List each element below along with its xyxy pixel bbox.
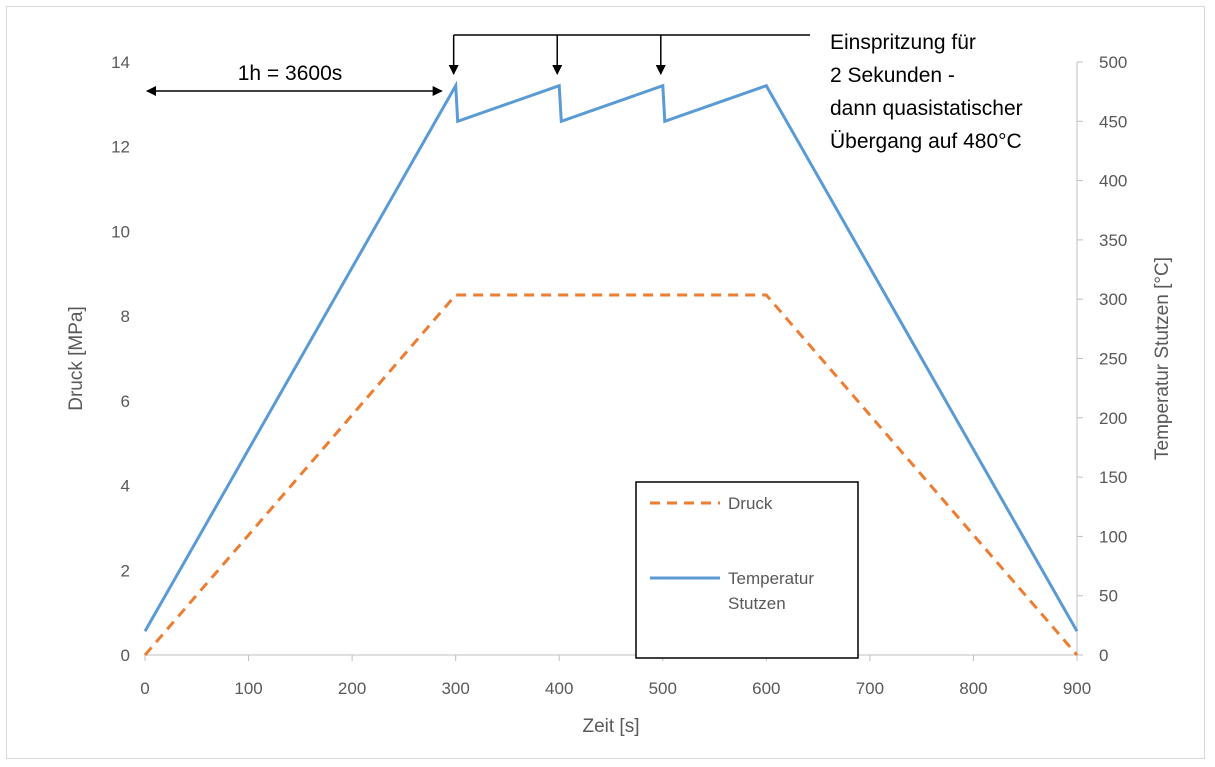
injection-label-line2: 2 Sekunden - bbox=[830, 64, 955, 87]
y2-tick-label: 50 bbox=[1099, 587, 1118, 606]
y-tick-label: 0 bbox=[121, 646, 130, 665]
y-tick-label: 14 bbox=[111, 53, 130, 72]
y2-tick-label: 450 bbox=[1099, 112, 1127, 131]
x-tick-label: 600 bbox=[752, 679, 780, 698]
x-axis-title: Zeit [s] bbox=[582, 716, 639, 737]
y-tick-label: 8 bbox=[121, 307, 130, 326]
x-tick-label: 900 bbox=[1063, 679, 1091, 698]
legend-druck-label: Druck bbox=[728, 494, 773, 513]
y2-tick-label: 500 bbox=[1099, 53, 1127, 72]
x-ticks: 0 100 200 300 400 500 600 700 800 900 bbox=[140, 655, 1091, 698]
y-tick-label: 10 bbox=[111, 222, 130, 241]
x-tick-label: 100 bbox=[234, 679, 262, 698]
x-tick-label: 300 bbox=[441, 679, 469, 698]
legend-temp-label-line2: Stutzen bbox=[728, 594, 786, 613]
y2-tick-label: 100 bbox=[1099, 527, 1127, 546]
injection-label-line4: Übergang auf 480°C bbox=[830, 130, 1022, 153]
series-line-druck bbox=[143, 293, 1079, 656]
injection-label-line3: dann quasistatischer bbox=[830, 97, 1023, 120]
y-tick-label: 4 bbox=[121, 477, 130, 496]
y-axis-title: Druck [MPa] bbox=[66, 306, 87, 411]
y2-ticks: 0 50 100 150 200 250 300 350 400 450 500 bbox=[1077, 53, 1127, 665]
y2-tick-label: 350 bbox=[1099, 231, 1127, 250]
y-tick-label: 12 bbox=[111, 138, 130, 157]
x-tick-label: 400 bbox=[545, 679, 573, 698]
x-tick-label: 500 bbox=[649, 679, 677, 698]
y-tick-label: 6 bbox=[121, 392, 130, 411]
y2-tick-label: 400 bbox=[1099, 172, 1127, 191]
annotations: 1h = 3600s Einspritzung für 2 Sekunden -… bbox=[146, 31, 1023, 153]
series-line-temperatur-stutzen bbox=[143, 80, 1079, 633]
legend: Druck Temperatur Stutzen bbox=[635, 481, 859, 659]
injection-label-line1: Einspritzung für bbox=[830, 31, 976, 54]
y2-tick-label: 200 bbox=[1099, 409, 1127, 428]
injection-arrows bbox=[448, 35, 666, 75]
chart-border bbox=[6, 6, 1205, 759]
y2-axis-title: Temperatur Stutzen [°C] bbox=[1152, 257, 1173, 460]
legend-temp-label-line1: Temperatur bbox=[728, 569, 814, 588]
x-tick-label: 200 bbox=[338, 679, 366, 698]
y-tick-label: 2 bbox=[121, 561, 130, 580]
x-tick-label: 0 bbox=[140, 679, 149, 698]
x-tick-label: 800 bbox=[959, 679, 987, 698]
y2-tick-label: 300 bbox=[1099, 290, 1127, 309]
x-tick-label: 700 bbox=[856, 679, 884, 698]
y-ticks: 0 2 4 6 8 10 12 14 bbox=[111, 53, 130, 665]
y2-tick-label: 0 bbox=[1099, 646, 1108, 665]
legend-box bbox=[635, 481, 859, 659]
series-layer bbox=[143, 80, 1079, 656]
duration-label: 1h = 3600s bbox=[238, 62, 343, 85]
y2-tick-label: 150 bbox=[1099, 468, 1127, 487]
y2-tick-label: 250 bbox=[1099, 350, 1127, 369]
